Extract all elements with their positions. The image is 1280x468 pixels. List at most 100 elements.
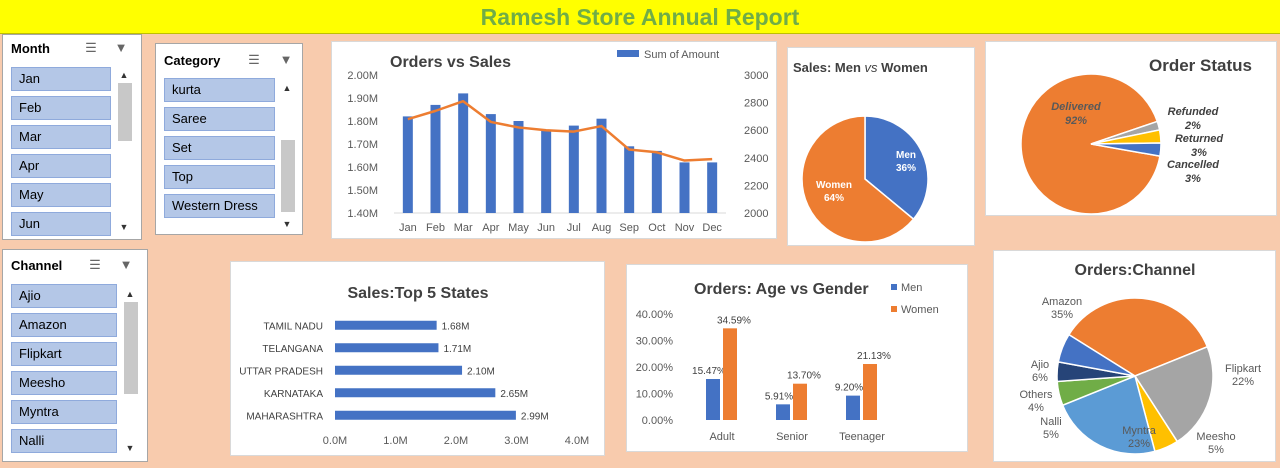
scroll-up-icon[interactable]: ▲ xyxy=(282,83,292,93)
slicer-item-flipkart[interactable]: Flipkart xyxy=(11,342,117,366)
slicer-item-meesho[interactable]: Meesho xyxy=(11,371,117,395)
clear-filter-icon[interactable]: ▼ xyxy=(119,257,133,272)
chart-title: Orders vs Sales xyxy=(390,54,511,71)
slicer-item-nalli[interactable]: Nalli xyxy=(11,429,117,453)
os-slice-cancelled xyxy=(1090,142,1162,158)
bar-aug xyxy=(596,118,607,213)
scroll-up-icon[interactable]: ▲ xyxy=(119,70,129,80)
scroll-up-icon[interactable]: ▲ xyxy=(125,289,135,299)
y-right-tick-label: 2800 xyxy=(744,98,768,110)
slice-name-label: Myntra xyxy=(1122,425,1157,437)
y-right-tick-label: 2000 xyxy=(744,208,768,220)
slicer-item-set[interactable]: Set xyxy=(164,136,275,160)
slicer-item-kurta[interactable]: kurta xyxy=(164,78,275,102)
orders-vs-sales-panel[interactable]: Orders vs Sales Sum of Amount 1.40M 1.50M 1.… xyxy=(331,41,777,239)
legend-swatch-women xyxy=(891,306,897,312)
slicer-item-jun[interactable]: Jun xyxy=(11,212,111,236)
slicer-item-amazon[interactable]: Amazon xyxy=(11,313,117,337)
slicer-item-ajio[interactable]: Ajio xyxy=(11,284,117,308)
category-slicer-title: Category xyxy=(164,53,221,68)
category-label: UTTAR PRADESH xyxy=(239,366,323,377)
scroll-down-icon[interactable]: ▼ xyxy=(125,443,135,453)
bar-uttar-pradesh xyxy=(335,365,463,375)
scroll-down-icon[interactable]: ▼ xyxy=(119,222,129,232)
value-label: 2.10M xyxy=(467,366,495,377)
category-scroll-thumb[interactable] xyxy=(281,140,295,212)
y-right-tick-label: 3000 xyxy=(744,70,768,82)
slice-name-label: Women xyxy=(816,180,852,191)
channel-scroll-thumb[interactable] xyxy=(124,302,138,394)
channel-scrollbar[interactable]: ▲ ▼ xyxy=(123,284,138,456)
bar-oct xyxy=(651,150,662,213)
y-right-tick-label: 2400 xyxy=(744,153,768,165)
bar-may xyxy=(513,121,524,213)
sales-men-women-panel[interactable]: Sales: Men vs Women Men 36% Women 64% xyxy=(787,47,975,246)
report-banner: Ramesh Store Annual Report xyxy=(0,0,1280,34)
month-slicer-header: Month ☰ ▼ xyxy=(3,35,141,61)
bar-jun xyxy=(541,130,552,213)
ch-slice-myntra xyxy=(1061,374,1156,455)
chart-title: Sales: Men vs Women xyxy=(793,60,928,75)
bar-maharashtra xyxy=(335,410,516,420)
x-tick-label: Senior xyxy=(776,431,808,443)
bar-tamil-nadu xyxy=(335,320,437,330)
bar-telangana xyxy=(335,343,439,353)
bar-sep xyxy=(624,146,635,213)
slicer-item-feb[interactable]: Feb xyxy=(11,96,111,120)
bar-jan xyxy=(402,116,413,213)
orders-line xyxy=(407,99,713,162)
ch-slice-flipkart xyxy=(1133,345,1214,443)
category-label: TAMIL NADU xyxy=(264,321,323,332)
slicer-item-myntra[interactable]: Myntra xyxy=(11,400,117,424)
value-label: 2.99M xyxy=(521,411,549,422)
slice-name-label: Delivered xyxy=(1051,101,1101,113)
slice-pct-label: 5% xyxy=(1208,444,1224,456)
slicer-item-mar[interactable]: Mar xyxy=(11,125,111,149)
value-label: 2.65M xyxy=(500,389,528,400)
slicer-item-may[interactable]: May xyxy=(11,183,111,207)
scroll-down-icon[interactable]: ▼ xyxy=(282,219,292,229)
slice-name-label: Men xyxy=(896,150,916,161)
orders-channel-panel[interactable]: Orders:Channel Amazon 35% Flipkart 22% Meesho… xyxy=(993,250,1276,462)
category-scrollbar[interactable]: ▲ ▼ xyxy=(280,78,295,232)
x-tick-label: Jun xyxy=(537,222,555,234)
order-status-panel[interactable]: Order Status Delivered 92% Refunded 2% Return… xyxy=(985,41,1277,216)
slicer-item-top[interactable]: Top xyxy=(164,165,275,189)
value-label: 9.20% xyxy=(835,383,863,394)
slicer-item-saree[interactable]: Saree xyxy=(164,107,275,131)
slice-name-label: Amazon xyxy=(1042,296,1082,308)
x-tick-label: Jul xyxy=(567,222,581,234)
slice-pct-label: 3% xyxy=(1185,173,1201,185)
month-scroll-thumb[interactable] xyxy=(118,83,132,141)
report-title: Ramesh Store Annual Report xyxy=(480,4,800,30)
slice-pct-label: 22% xyxy=(1232,376,1254,388)
clear-filter-icon[interactable]: ▼ xyxy=(279,52,293,67)
multi-select-icon[interactable]: ☰ xyxy=(248,52,260,67)
slicer-item-jan[interactable]: Jan xyxy=(11,67,111,91)
multi-select-icon[interactable]: ☰ xyxy=(89,257,101,272)
legend-swatch xyxy=(617,50,639,57)
slicer-item-western-dress[interactable]: Western Dress xyxy=(164,194,275,218)
month-scrollbar[interactable]: ▲ ▼ xyxy=(117,65,132,235)
clear-filter-icon[interactable]: ▼ xyxy=(114,40,128,55)
y-tick-label: 0.00% xyxy=(642,415,673,427)
y-left-tick-label: 1.90M xyxy=(347,93,378,105)
category-label: KARNATAKA xyxy=(264,389,323,400)
bar-dec xyxy=(707,162,718,213)
x-tick-label: Feb xyxy=(426,222,445,234)
multi-select-icon[interactable]: ☰ xyxy=(85,40,97,55)
slice-name-label: Ajio xyxy=(1031,359,1049,371)
x-tick-label: May xyxy=(508,222,529,234)
channel-slicer-title: Channel xyxy=(11,258,63,273)
slicer-item-apr[interactable]: Apr xyxy=(11,154,111,178)
y-left-tick-label: 2.00M xyxy=(347,70,378,82)
slice-pct-label: 36% xyxy=(896,163,916,174)
category-slicer: Category ☰ ▼ kurta Saree Set Top Western… xyxy=(155,43,303,235)
bar-teenager-men xyxy=(846,395,860,420)
age-gender-panel[interactable]: Orders: Age vs Gender Men Women 0.00% 10.00%… xyxy=(626,264,968,452)
slice-pct-label: 64% xyxy=(824,193,844,204)
y-tick-label: 10.00% xyxy=(636,389,674,401)
y-tick-label: 40.00% xyxy=(636,309,674,321)
top-states-panel[interactable]: Sales:Top 5 States TAMIL NADU 1.68M TELANGA… xyxy=(230,261,605,456)
value-label: 15.47% xyxy=(692,366,726,377)
